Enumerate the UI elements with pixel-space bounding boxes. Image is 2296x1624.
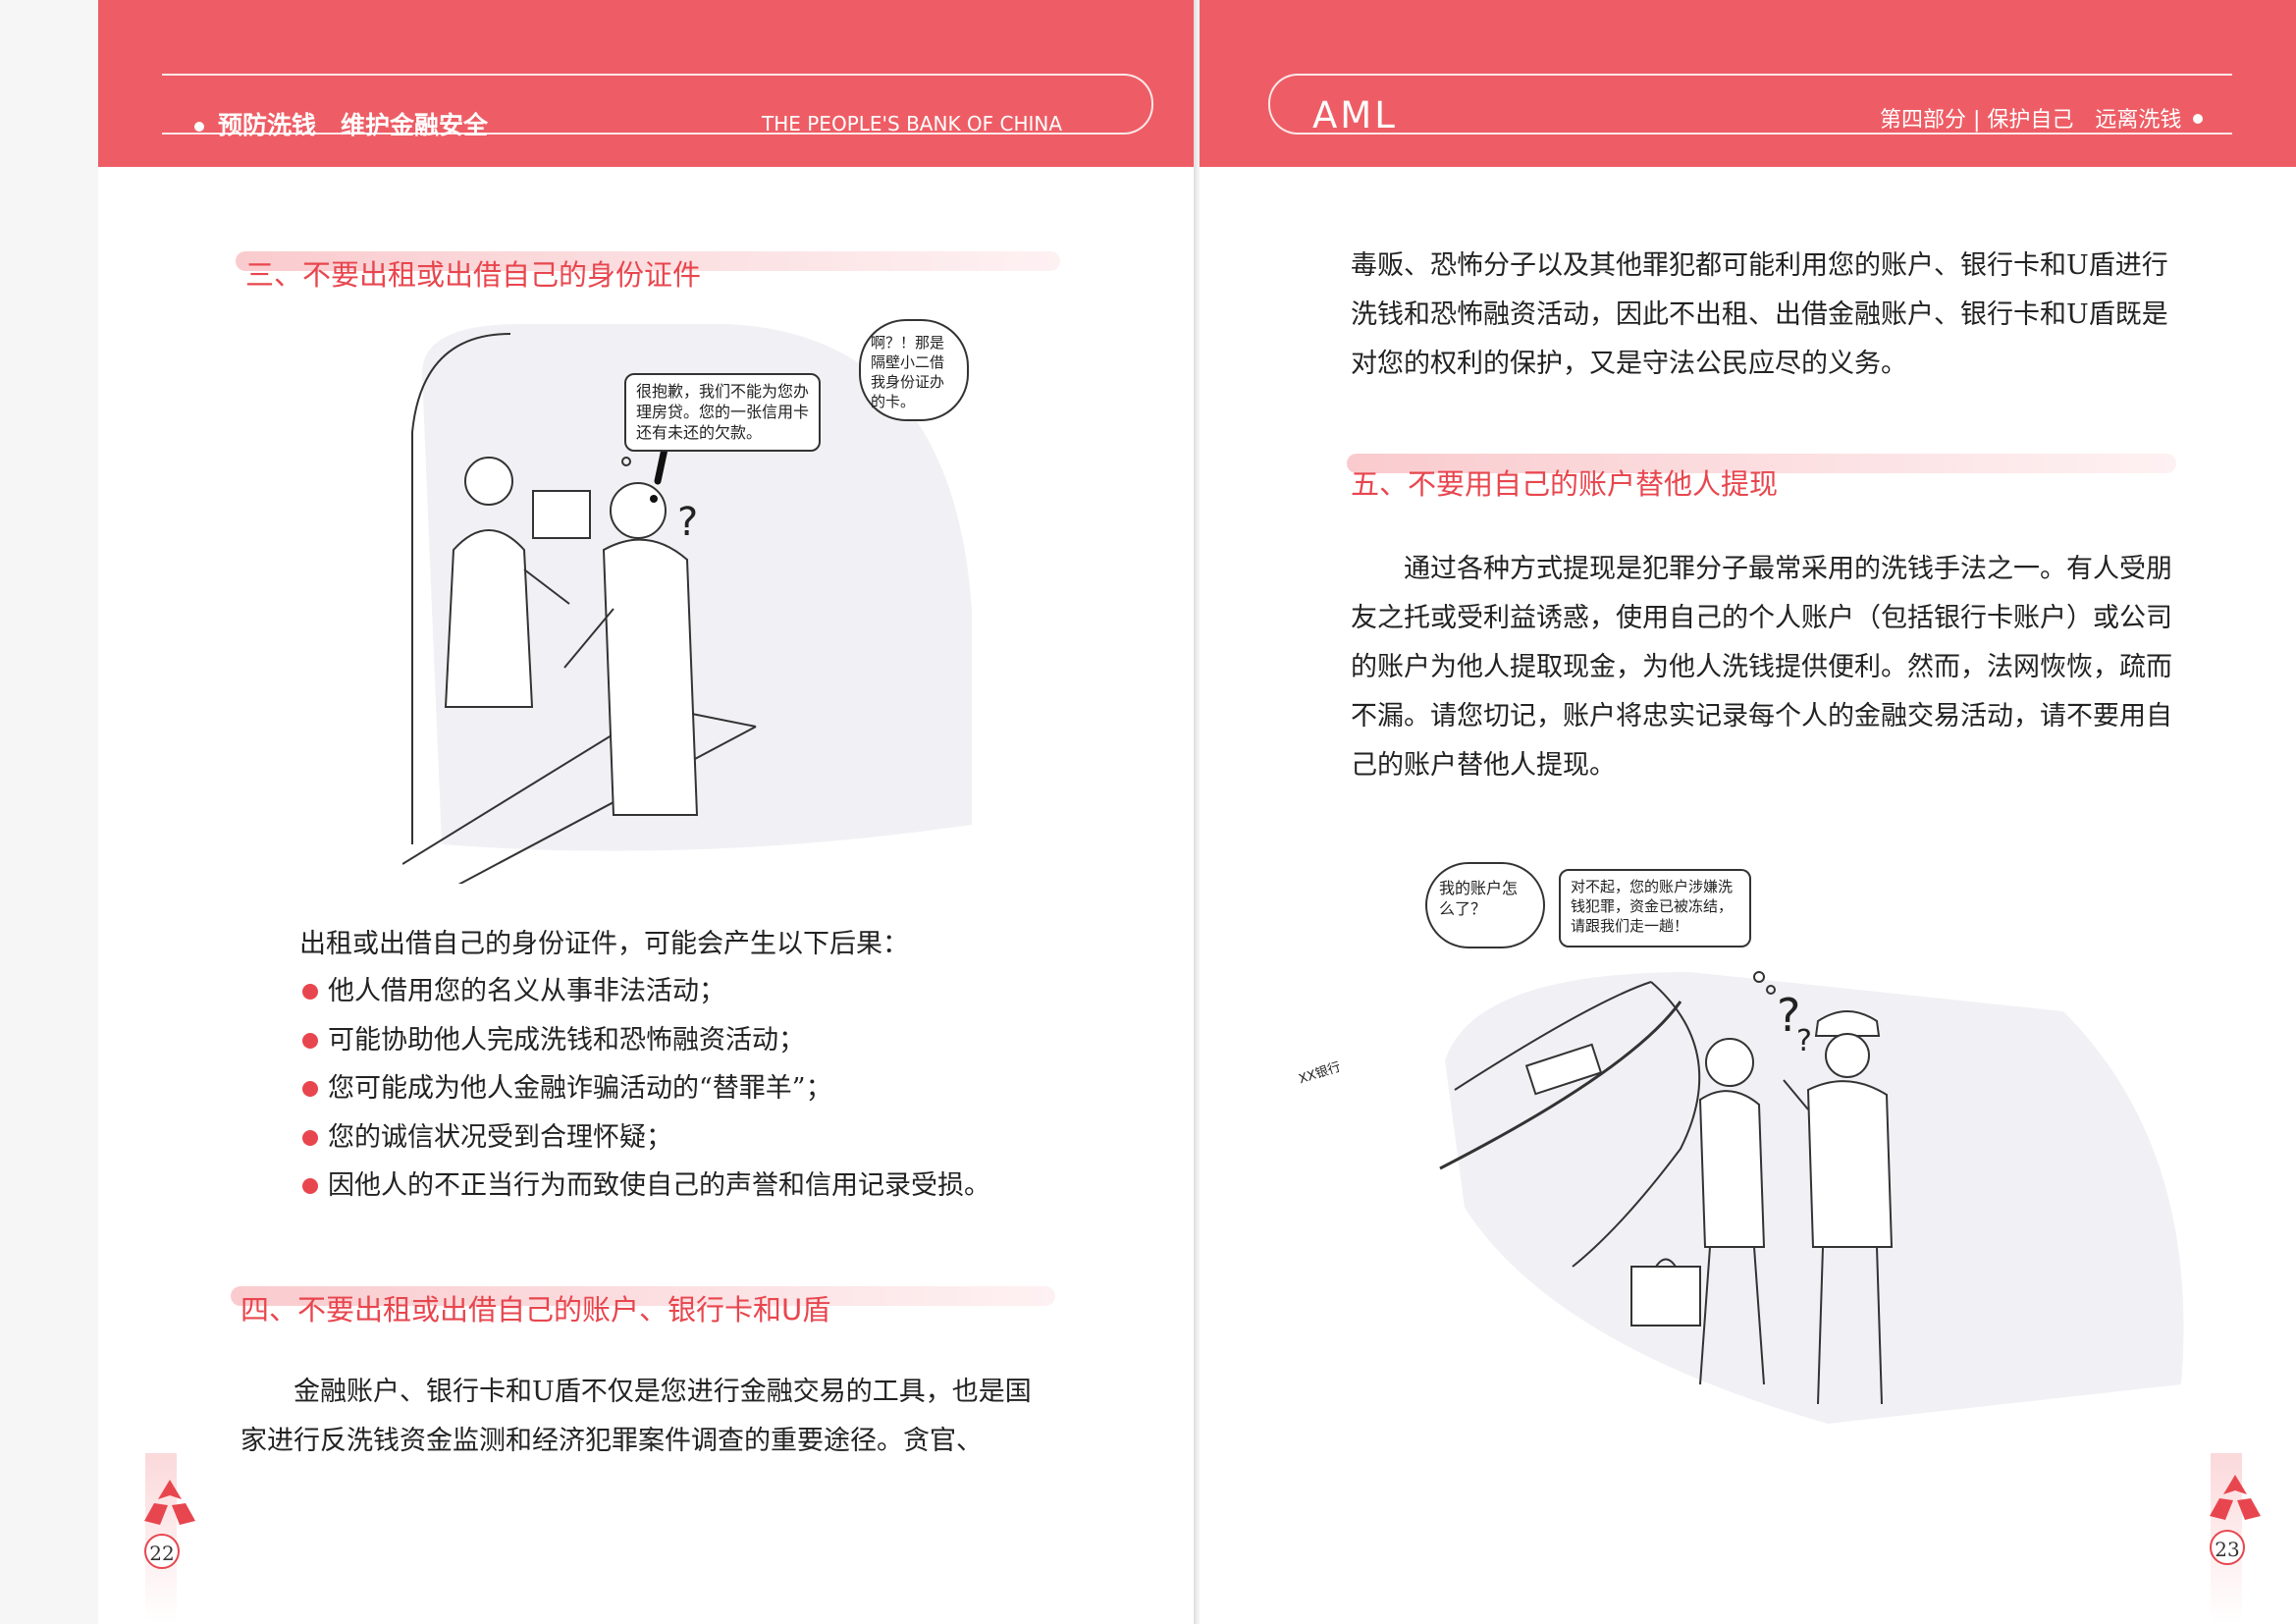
- page-number: 23: [2210, 1530, 2245, 1565]
- bank-counter-illustration: ? 很抱歉，我们不能为您办理房贷。您的一张信用卡还有未还的欠款。 啊？！那是隔壁…: [401, 314, 991, 894]
- bullet-icon: [302, 1081, 318, 1097]
- customer-thought-bubble: 啊？！那是隔壁小二借我身份证办的卡。: [859, 319, 969, 421]
- header-title: 预防洗钱 维护金融安全: [218, 111, 489, 139]
- continued-paragraph: 毒贩、恐怖分子以及其他罪犯都可能利用您的账户、银行卡和U盾进行洗钱和恐怖融资活动…: [1351, 250, 2168, 379]
- bullet-icon: [302, 1032, 318, 1049]
- header-title: 第四部分 | 保护自己 远离洗钱: [1880, 108, 2182, 133]
- pboc-logo-icon: [2210, 1475, 2261, 1520]
- header-frame: [1268, 74, 2232, 135]
- list-item-text: 可能协助他人完成洗钱和恐怖融资活动；: [328, 1024, 805, 1056]
- pboc-logo-icon: [144, 1480, 195, 1525]
- section-5-paragraph: 通过各种方式提现是犯罪分子最常采用的洗钱手法之一。有人受朋友之托或受利益诱惑，使…: [1351, 554, 2172, 781]
- bullet-icon: [302, 984, 318, 1000]
- left-page: 预防洗钱 维护金融安全 THE PEOPLE'S BANK OF CHINA 三…: [98, 0, 1198, 1624]
- header-dot: [2193, 114, 2203, 124]
- list-item: 他人借用您的名义从事非法活动；: [302, 967, 1088, 1016]
- list-item: 因他人的不正当行为而致使自己的声誉和信用记录受损。: [302, 1162, 1088, 1211]
- header-subtitle: THE PEOPLE'S BANK OF CHINA: [762, 112, 1063, 135]
- list-item: 您可能成为他人金融诈骗活动的“替罪羊”；: [302, 1064, 1088, 1113]
- svg-text:?: ?: [1796, 1024, 1812, 1058]
- bullet-icon: [302, 1129, 318, 1146]
- svg-text:?: ?: [1777, 989, 1800, 1042]
- header-band: AML 第四部分 | 保护自己 远离洗钱: [1200, 0, 2296, 167]
- officer-speech-bubble: 对不起，您的账户涉嫌洗钱犯罪，资金已被冻结，请跟我们走一趟！: [1559, 869, 1751, 947]
- list-item: 可能协助他人完成洗钱和恐怖融资活动；: [302, 1016, 1088, 1065]
- header-dot: [194, 122, 204, 132]
- section-3-heading: 三、不要出租或出借自己的身份证件: [245, 258, 702, 292]
- officer-illustration: ? ? 我的账户怎么了？ 对不起，您的账户涉嫌洗钱犯罪，资金已被冻结，请跟我们走…: [1297, 854, 2220, 1443]
- book-gutter: [1194, 0, 1203, 1624]
- header-band: 预防洗钱 维护金融安全 THE PEOPLE'S BANK OF CHINA: [98, 0, 1198, 167]
- list-item-text: 他人借用您的名义从事非法活动；: [328, 976, 725, 1006]
- bullet-icon: [302, 1178, 318, 1194]
- header-brand: AML: [1312, 94, 1398, 136]
- svg-text:?: ?: [677, 500, 698, 545]
- bank-counter-drawing: ?: [401, 324, 972, 894]
- section-3-intro: 出租或出借自己的身份证件，可能会产生以下后果：: [299, 929, 909, 959]
- right-page: AML 第四部分 | 保护自己 远离洗钱 毒贩、恐怖分子以及其他罪犯都可能利用您…: [1200, 0, 2296, 1624]
- page-number: 22: [144, 1534, 180, 1569]
- heading-underline: [236, 251, 1060, 271]
- consequence-list: 他人借用您的名义从事非法活动； 可能协助他人完成洗钱和恐怖融资活动； 您可能成为…: [302, 967, 1088, 1211]
- header-frame: [162, 74, 1153, 135]
- section-4-paragraph: 金融账户、银行卡和U盾不仅是您进行金融交易的工具，也是国家进行反洗钱资金监测和经…: [240, 1377, 1032, 1456]
- section-4-heading: 四、不要出租或出借自己的账户、银行卡和U盾: [240, 1293, 831, 1326]
- bank-sign: XX银行: [1297, 1059, 1343, 1088]
- list-item-text: 因他人的不正当行为而致使自己的声誉和信用记录受损。: [328, 1170, 990, 1201]
- officer-drawing: ? ?: [1439, 971, 2184, 1424]
- man-thought-bubble: 我的账户怎么了？: [1425, 862, 1545, 948]
- clerk-speech-bubble: 很抱歉，我们不能为您办理房贷。您的一张信用卡还有未还的欠款。: [624, 373, 821, 452]
- heading-underline: [231, 1286, 1055, 1306]
- heading-underline: [1347, 454, 2176, 473]
- list-item: 您的诚信状况受到合理怀疑；: [302, 1113, 1088, 1163]
- list-item-text: 您可能成为他人金融诈骗活动的“替罪羊”；: [328, 1073, 832, 1104]
- section-5-heading: 五、不要用自己的账户替他人提现: [1351, 467, 1779, 501]
- list-item-text: 您的诚信状况受到合理怀疑；: [328, 1121, 672, 1153]
